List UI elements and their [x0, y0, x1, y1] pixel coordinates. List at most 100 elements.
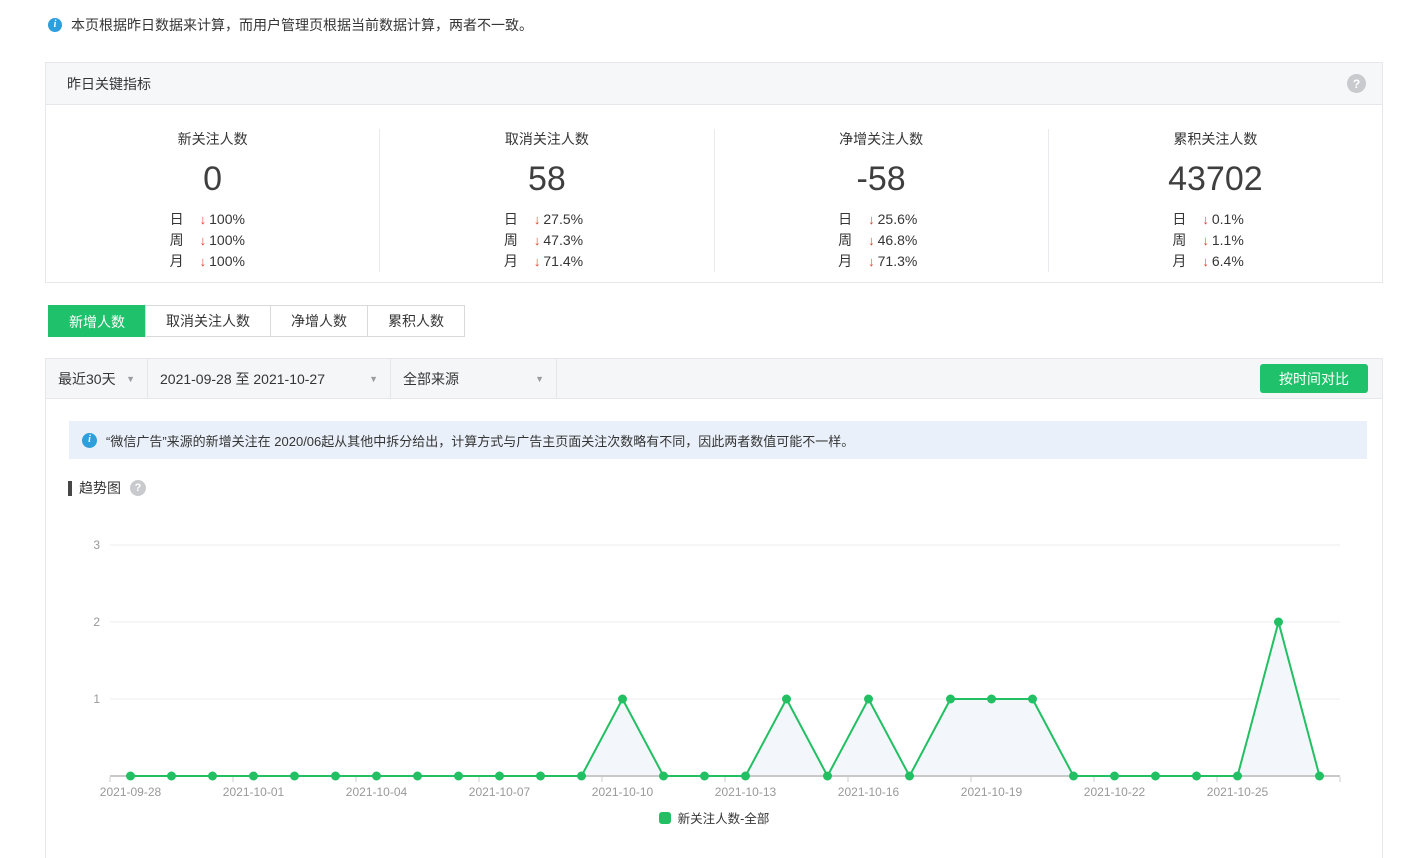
trend-percent-value: 100%: [209, 211, 245, 227]
source-dropdown[interactable]: 全部来源 ▼: [391, 358, 557, 399]
metric-trend-row: 月 ↓ 71.4%: [504, 251, 590, 272]
metric-trend-row: 周 ↓ 46.8%: [838, 230, 924, 251]
trend-period-label: 日: [503, 211, 518, 227]
tab-取消关注人数[interactable]: 取消关注人数: [145, 305, 271, 337]
down-arrow-icon: ↓: [1202, 254, 1209, 269]
metric-column: 新关注人数 0 日 ↓ 100% 周 ↓ 100% 月 ↓ 100%: [46, 129, 379, 272]
trend-percent-value: 6.4%: [1211, 253, 1244, 269]
trend-panel: 最近30天 ▼ 2021-09-28 至 2021-10-27 ▼ 全部来源 ▼…: [45, 358, 1383, 858]
chart-point[interactable]: [536, 771, 545, 781]
metrics-card-header: 昨日关键指标 ?: [46, 63, 1382, 105]
chart-point[interactable]: [987, 694, 996, 704]
down-arrow-icon: ↓: [868, 212, 875, 227]
trend-percent-value: 0.1%: [1211, 211, 1244, 227]
down-arrow-icon: ↓: [868, 254, 875, 269]
metric-value: 58: [527, 160, 566, 198]
down-arrow-icon: ↓: [199, 212, 207, 227]
filter-bar: 最近30天 ▼ 2021-09-28 至 2021-10-27 ▼ 全部来源 ▼…: [46, 358, 1382, 399]
notice-banner-text: “微信广告”来源的新增关注在 2020/06起从其他中拆分给出，计算方式与广告主…: [106, 433, 855, 449]
metric-label: 累积关注人数: [1173, 131, 1258, 147]
chart-point[interactable]: [618, 694, 627, 704]
date-range-dropdown[interactable]: 2021-09-28 至 2021-10-27 ▼: [148, 358, 391, 399]
tab-新增人数[interactable]: 新增人数: [48, 305, 146, 337]
yesterday-metrics-card: 昨日关键指标 ? 新关注人数 0 日 ↓ 100% 周 ↓ 100% 月 ↓ 100% 取消关注人数 5…: [45, 62, 1383, 283]
page-note: i 本页根据昨日数据来计算，而用户管理页根据当前数据计算，两者不一致。: [48, 15, 533, 35]
caret-down-icon: ▼: [369, 373, 378, 384]
chart-point[interactable]: [372, 771, 381, 781]
chart-point[interactable]: [905, 771, 914, 781]
metrics-card-title: 昨日关键指标: [67, 75, 151, 92]
chart-point[interactable]: [331, 771, 340, 781]
chart-point[interactable]: [1315, 771, 1324, 781]
chart-point[interactable]: [495, 771, 504, 781]
chart-point[interactable]: [1110, 771, 1119, 781]
trend-percent-value: 47.3%: [543, 232, 584, 248]
legend-label: 新关注人数-全部: [677, 812, 770, 826]
chart-point[interactable]: [290, 771, 299, 781]
x-axis-tick-label: 2021-09-28: [100, 785, 162, 799]
metric-value: 43702: [1168, 160, 1263, 198]
metric-trend-row: 日 ↓ 27.5%: [504, 209, 590, 230]
chart-point[interactable]: [1151, 771, 1160, 781]
trend-period-label: 周: [838, 232, 853, 248]
help-icon[interactable]: ?: [130, 480, 146, 496]
source-value: 全部来源: [403, 370, 459, 387]
chart-point[interactable]: [782, 694, 791, 704]
chart-point[interactable]: [208, 771, 217, 781]
x-axis-tick-label: 2021-10-22: [1084, 785, 1146, 799]
metric-trend-rows: 日 ↓ 100% 周 ↓ 100% 月 ↓ 100%: [170, 209, 256, 272]
x-axis-tick-label: 2021-10-13: [715, 785, 777, 799]
metric-trend-row: 月 ↓ 100%: [170, 251, 256, 272]
caret-down-icon: ▼: [126, 373, 135, 384]
chart-point[interactable]: [741, 771, 750, 781]
metric-column: 净增关注人数 -58 日 ↓ 25.6% 周 ↓ 46.8% 月 ↓ 71.3%: [713, 129, 1048, 272]
range-preset-dropdown[interactable]: 最近30天 ▼: [46, 358, 148, 399]
chart-legend[interactable]: 新关注人数-全部: [46, 808, 1382, 827]
metric-trend-row: 月 ↓ 6.4%: [1172, 251, 1258, 272]
metric-trend-rows: 日 ↓ 27.5% 周 ↓ 47.3% 月 ↓ 71.4%: [504, 209, 590, 272]
trend-title-text: 趋势图: [79, 480, 121, 496]
chart-point[interactable]: [249, 771, 258, 781]
chart-point[interactable]: [659, 771, 668, 781]
down-arrow-icon: ↓: [533, 212, 541, 227]
info-icon: i: [48, 18, 62, 32]
metric-trend-row: 周 ↓ 100%: [170, 230, 256, 251]
chart-point[interactable]: [1028, 694, 1037, 704]
trend-percent-value: 46.8%: [877, 232, 918, 248]
y-axis-tick-label: 2: [93, 615, 100, 629]
chart-point[interactable]: [577, 771, 586, 781]
chart-point[interactable]: [454, 771, 463, 781]
chart-point[interactable]: [1192, 771, 1201, 781]
chart-point[interactable]: [167, 771, 176, 781]
chart-point[interactable]: [1069, 771, 1078, 781]
metric-trend-row: 日 ↓ 0.1%: [1172, 209, 1258, 230]
trend-percent-value: 27.5%: [543, 211, 584, 227]
y-axis-tick-label: 1: [93, 692, 100, 706]
chart-point[interactable]: [946, 694, 955, 704]
date-range-value: 2021-09-28 至 2021-10-27: [160, 370, 326, 387]
chart-point[interactable]: [413, 771, 422, 781]
chart-point[interactable]: [864, 694, 873, 704]
title-bar-decoration: [68, 480, 72, 496]
metric-trend-rows: 日 ↓ 0.1% 周 ↓ 1.1% 月 ↓ 6.4%: [1172, 209, 1258, 272]
compare-by-time-button[interactable]: 按时间对比: [1260, 364, 1368, 393]
chart-point[interactable]: [126, 771, 135, 781]
chart-point[interactable]: [1233, 771, 1242, 781]
chart-point[interactable]: [700, 771, 709, 781]
chart-point[interactable]: [823, 771, 832, 781]
tab-累积人数[interactable]: 累积人数: [367, 305, 465, 337]
range-preset-value: 最近30天: [58, 370, 116, 387]
down-arrow-icon: ↓: [199, 233, 207, 248]
down-arrow-icon: ↓: [533, 254, 541, 269]
x-axis-tick-label: 2021-10-16: [838, 785, 900, 799]
trend-period-label: 月: [503, 253, 518, 269]
trend-period-label: 周: [1172, 232, 1187, 248]
y-axis-tick-label: 3: [93, 538, 100, 552]
trend-percent-value: 100%: [209, 232, 245, 248]
chart-point[interactable]: [1274, 617, 1283, 627]
help-icon[interactable]: ?: [1347, 74, 1366, 93]
metric-value: -58: [856, 160, 906, 198]
trend-period-label: 周: [503, 232, 518, 248]
x-axis-tick-label: 2021-10-10: [592, 785, 654, 799]
tab-净增人数[interactable]: 净增人数: [270, 305, 368, 337]
